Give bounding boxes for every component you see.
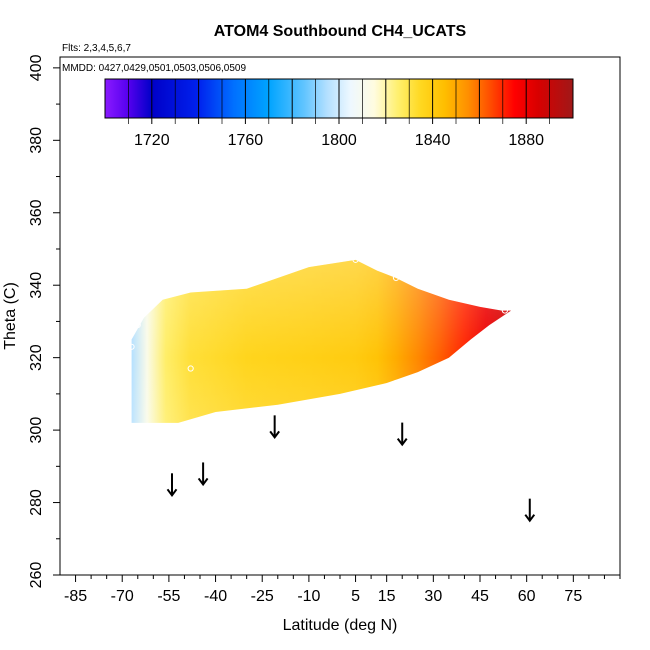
wind-arrow-head [396,437,408,447]
sample-point [501,307,508,314]
sample-point [352,256,359,263]
x-tick-label: -85 [64,588,87,605]
sample-point [134,321,141,329]
y-tick-label: 280 [28,489,45,516]
colorbar: 1720 1760 1800 1840 1880 [104,78,574,149]
wind-arrow-head [269,430,280,440]
wind-arrows [166,415,536,523]
chart-title: ATOM4 Southbound CH4_UCATS [214,23,467,40]
x-tick-label: -70 [111,588,134,605]
y-tick-label: 320 [28,344,45,371]
sample-point [128,343,135,350]
sample-point [392,379,400,387]
y-tick-label: 260 [28,562,45,589]
wind-arrow-head [166,488,178,497]
colorbar-tick-label: 1800 [321,132,357,149]
x-tick-label: 5 [351,588,360,605]
wind-arrow-head [524,514,536,523]
sample-point [187,365,194,372]
colorbar-tick-label: 1880 [508,132,544,149]
x-axis: -85 -70 -55 -40 -25 -10 5 15 30 45 60 75 [64,575,621,605]
wind-arrow-head [197,477,209,487]
y-axis: 260 280 300 320 340 360 380 400 [28,54,60,588]
x-tick-label: -10 [297,588,320,605]
x-tick-label: 30 [424,588,442,605]
flights-label: Flts: 2,3,4,5,6,7 [62,43,131,54]
x-axis-label: Latitude (deg N) [283,617,398,634]
ch4-field-shade [131,259,512,423]
x-tick-label: 75 [564,588,582,605]
y-axis-label: Theta (C) [2,282,19,350]
colorbar-ticks: 1720 1760 1800 1840 1880 [128,79,550,149]
dates-label: MMDD: 0427,0429,0501,0503,0506,0509 [62,63,246,74]
y-tick-label: 380 [28,127,45,154]
field-layer [131,259,512,423]
colorbar-tick-label: 1840 [415,132,451,149]
x-tick-label: -40 [204,588,227,605]
x-tick-label: 15 [378,588,396,605]
sample-point [392,274,400,282]
y-tick-label: 340 [28,272,45,299]
x-tick-label: 45 [471,588,489,605]
x-tick-label: -55 [157,588,180,605]
colorbar-tick-label: 1760 [228,132,264,149]
y-tick-label: 300 [28,417,45,444]
sample-points [128,256,508,387]
y-tick-label: 400 [28,54,45,81]
x-tick-label: -25 [251,588,274,605]
y-tick-label: 360 [28,199,45,226]
x-tick-label: 60 [518,588,536,605]
colorbar-tick-label: 1720 [134,132,170,149]
